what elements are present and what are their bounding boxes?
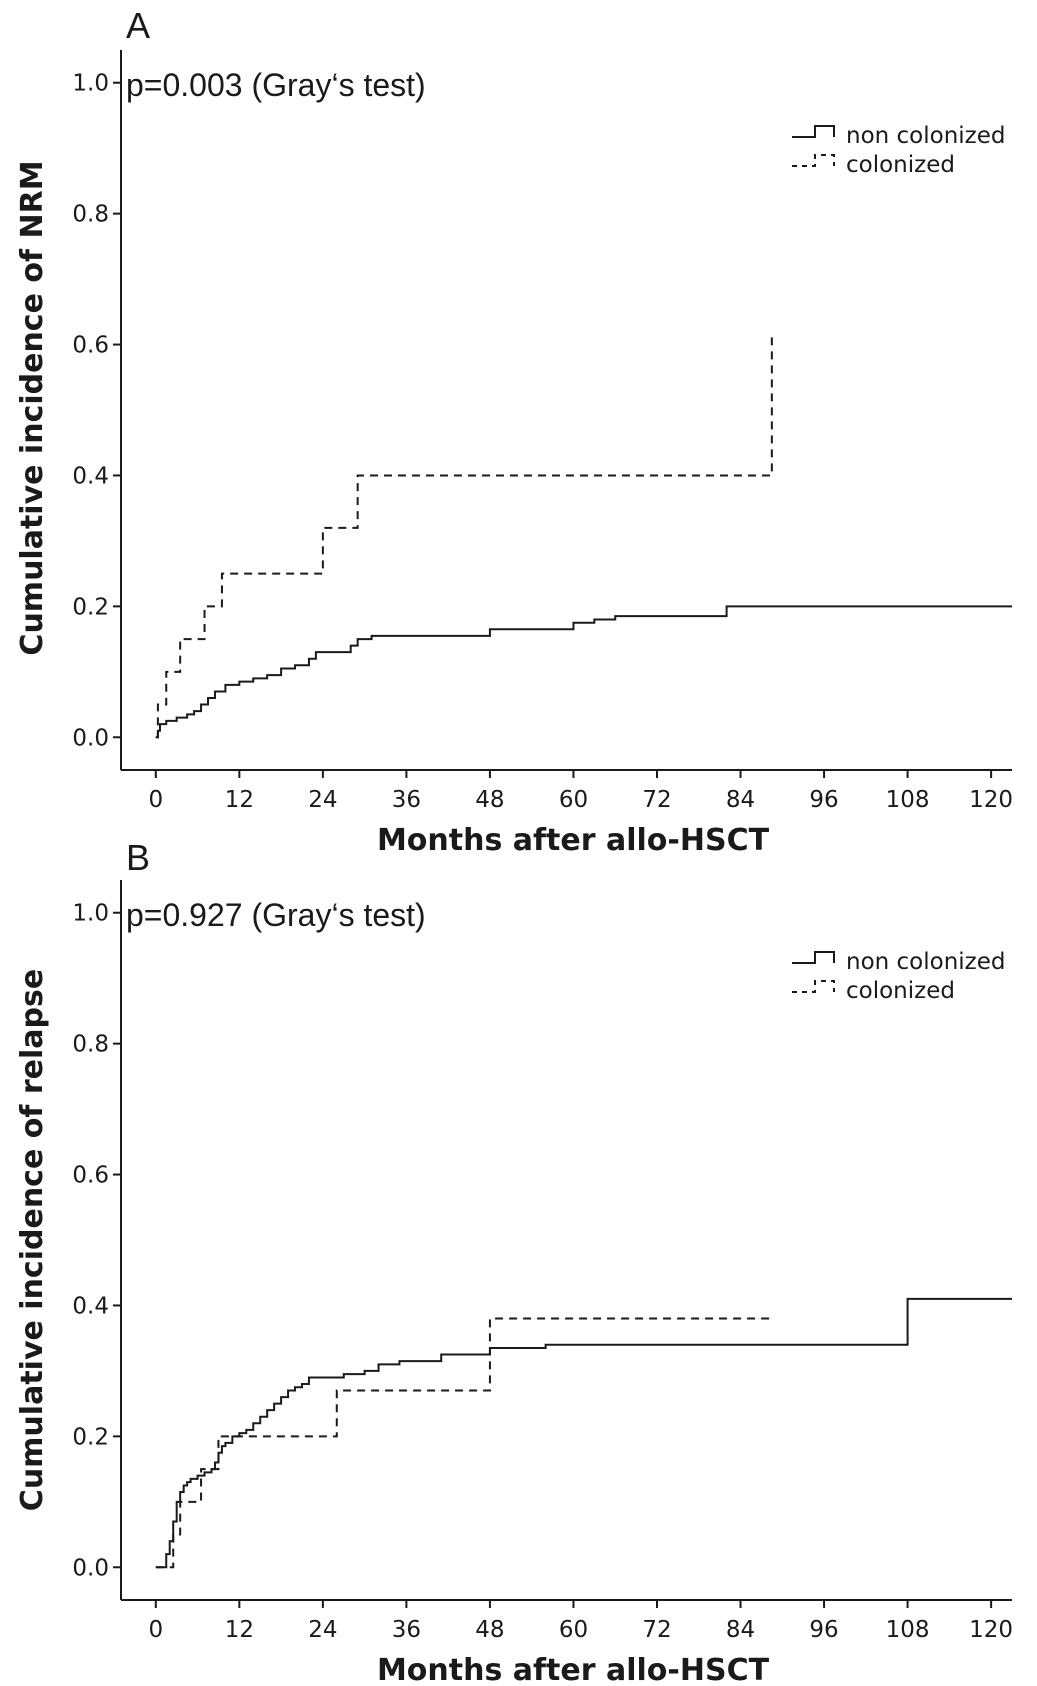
x-tick-label-b: 108: [886, 1617, 930, 1643]
legend-label-non-colonized: non colonized: [846, 123, 1006, 149]
y-axis-title-b: Cumulative incidence of relapse: [15, 969, 50, 1511]
x-tick-label-b: 36: [392, 1617, 421, 1643]
x-tick-label-a: 48: [475, 787, 504, 813]
legend-b: non colonized colonized: [846, 949, 1006, 1004]
y-axis-title-a: Cumulative incidence of NRM: [15, 160, 50, 655]
p-value-annotation-a: p=0.003 (Gray‘s test): [126, 67, 426, 103]
x-tick-label-a: 96: [809, 787, 838, 813]
legend-key-colonized-b: [792, 980, 835, 993]
y-tick-label-a: 0.8: [72, 202, 109, 228]
x-tick-label-b: 72: [642, 1617, 671, 1643]
x-tick-label-b: 24: [308, 1617, 337, 1643]
x-tick-label-b: 12: [225, 1617, 254, 1643]
y-tick-label-b: 0.4: [72, 1293, 109, 1319]
x-tick-label-a: 24: [308, 787, 337, 813]
y-tick-label-a: 0.6: [72, 333, 109, 359]
x-tick-label-a: 12: [225, 787, 254, 813]
y-tick-label-b: 0.0: [72, 1555, 109, 1581]
x-tick-label-a: 72: [642, 787, 671, 813]
y-tick-label-a: 1.0: [72, 71, 109, 97]
x-tick-label-a: 108: [886, 787, 930, 813]
y-tick-label-b: 0.8: [72, 1032, 109, 1058]
x-tick-label-a: 0: [148, 787, 163, 813]
panel-b: B p=0.927 (Gray‘s test) Cumulative incid…: [15, 837, 1013, 1686]
legend-key-non-colonized-a: [792, 125, 835, 138]
panel-label-b: B: [126, 837, 150, 878]
y-tick-label-a: 0.4: [72, 463, 109, 489]
series-colonized-a: [155, 331, 773, 739]
y-tick-label-b: 0.6: [72, 1163, 109, 1189]
legend-label-colonized: colonized: [846, 978, 955, 1004]
x-tick-label-a: 120: [969, 787, 1013, 813]
x-axis-title-b: Months after allo-HSCT: [377, 1653, 770, 1686]
x-tick-label-b: 0: [148, 1617, 163, 1643]
legend-label-colonized: colonized: [846, 152, 955, 178]
x-tick-label-a: 84: [726, 787, 755, 813]
legend-a: non colonized colonized: [846, 123, 1006, 178]
x-tick-label-b: 96: [809, 1617, 838, 1643]
x-tick-label-b: 60: [559, 1617, 588, 1643]
x-axis-title-a: Months after allo-HSCT: [377, 823, 770, 858]
x-tick-label-a: 36: [392, 787, 421, 813]
series-non-colonized-a: [155, 605, 1012, 739]
x-tick-label-b: 120: [969, 1617, 1013, 1643]
y-tick-label-b: 0.2: [72, 1424, 109, 1450]
legend-key-colonized-a: [792, 154, 835, 167]
panel-label-a: A: [126, 5, 150, 46]
x-tick-label-b: 84: [726, 1617, 755, 1643]
legend-label-non-colonized: non colonized: [846, 949, 1006, 975]
y-tick-label-a: 0.2: [72, 594, 109, 620]
panel-a: A p=0.003 (Gray‘s test) Cumulative incid…: [15, 5, 1013, 858]
series-colonized-b: [155, 1317, 772, 1569]
series-non-colonized-b: [155, 1297, 1012, 1569]
legend-key-non-colonized-b: [792, 951, 835, 964]
x-tick-label-a: 60: [559, 787, 588, 813]
x-tick-label-b: 48: [475, 1617, 504, 1643]
y-tick-label-b: 1.0: [72, 901, 109, 927]
y-tick-label-a: 0.0: [72, 725, 109, 751]
p-value-annotation-b: p=0.927 (Gray‘s test): [126, 897, 426, 933]
